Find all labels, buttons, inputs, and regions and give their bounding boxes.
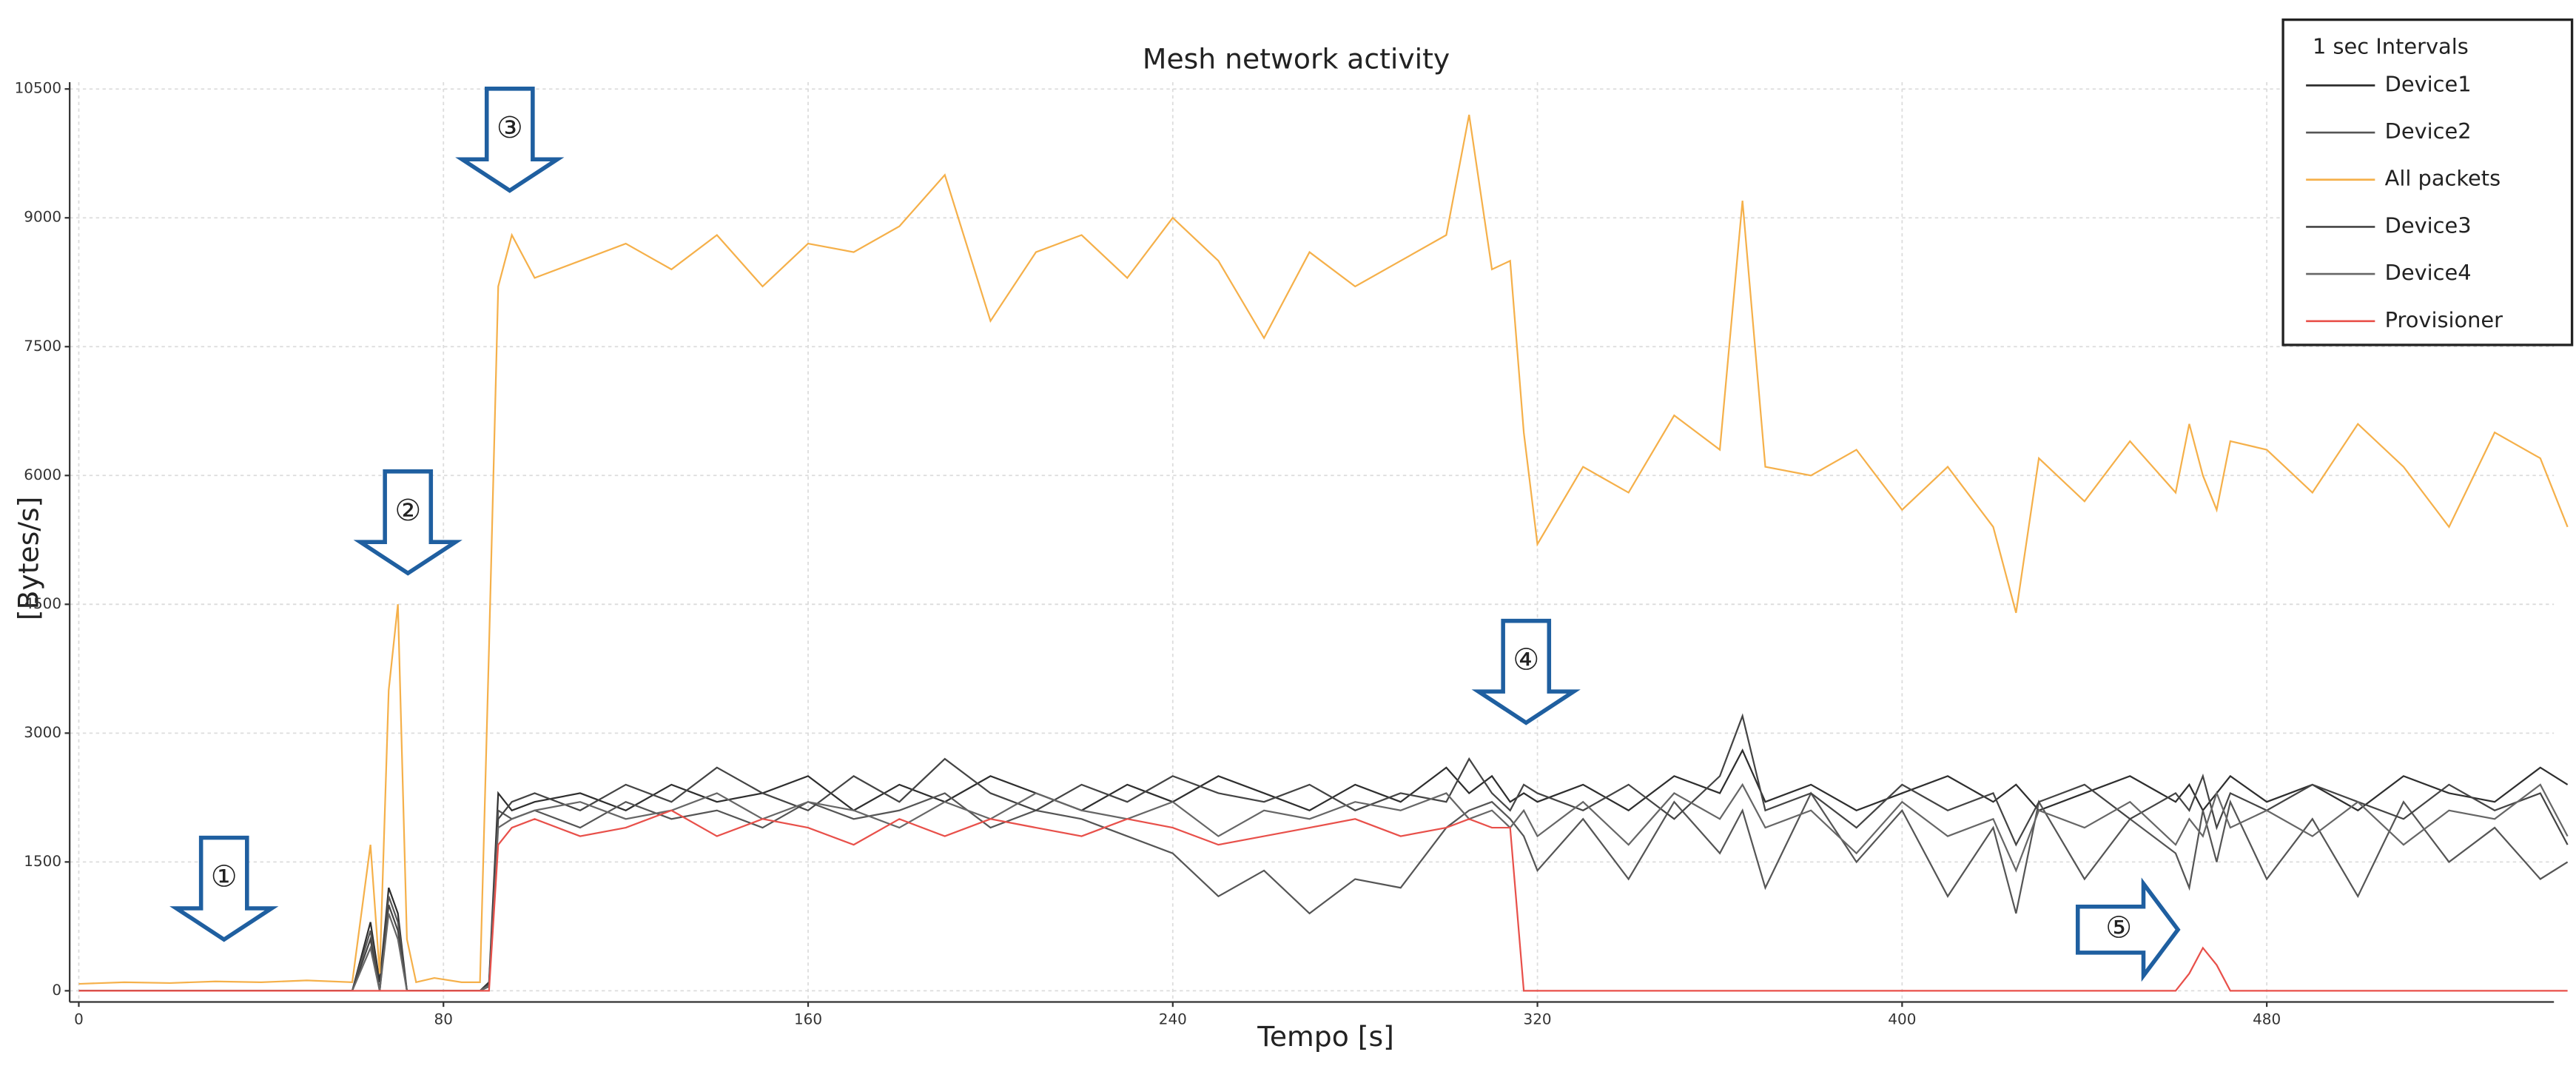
annotation-arrow — [2075, 877, 2181, 982]
x-tick-label: 400 — [1888, 1010, 1916, 1028]
annotation-label: ② — [394, 494, 421, 528]
y-tick-label: 3000 — [24, 723, 61, 741]
series-line — [78, 748, 2569, 992]
legend-label: Provisioner — [2385, 307, 2503, 332]
annotation-label: ① — [211, 860, 238, 894]
legend-label: Device3 — [2385, 212, 2472, 238]
legend-title: 1 sec Intervals — [2313, 33, 2469, 58]
series-line — [78, 114, 2569, 985]
y-tick-label: 9000 — [24, 208, 61, 226]
annotation-label: ③ — [497, 111, 523, 145]
series-line — [78, 791, 2569, 992]
x-tick-label: 240 — [1159, 1010, 1187, 1028]
y-tick-label: 4500 — [24, 594, 61, 612]
annotation-arrow — [353, 469, 463, 576]
x-tick-label: 160 — [794, 1010, 822, 1028]
legend-label: Device4 — [2385, 260, 2472, 285]
annotation-arrow — [1471, 618, 1581, 725]
series-line — [78, 713, 2569, 992]
chart-title: Mesh network activity — [1143, 43, 1450, 76]
annotation-label: ④ — [1513, 643, 1539, 677]
x-tick-label: 0 — [74, 1010, 84, 1028]
series-line — [78, 782, 2569, 992]
x-tick-label: 480 — [2253, 1010, 2281, 1028]
y-tick-label: 0 — [52, 981, 61, 999]
y-tick-label: 7500 — [24, 337, 61, 355]
legend-label: All packets — [2385, 166, 2501, 191]
y-axis-title: [Bytes/s] — [12, 497, 44, 621]
x-tick-label: 320 — [1524, 1010, 1552, 1028]
y-tick-label: 10500 — [15, 79, 61, 97]
legend-box — [2281, 18, 2574, 346]
legend-label: Device2 — [2385, 118, 2472, 144]
legend-label: Device1 — [2385, 71, 2472, 96]
annotation-arrow — [169, 835, 279, 942]
y-tick-label: 1500 — [24, 852, 61, 870]
annotation-label: ⑤ — [2105, 911, 2132, 945]
annotation-arrow — [455, 87, 565, 193]
x-tick-label: 80 — [434, 1010, 453, 1028]
y-tick-label: 6000 — [24, 466, 61, 483]
series-line — [78, 809, 2568, 992]
x-axis-title: Tempo [s] — [1257, 1020, 1394, 1053]
